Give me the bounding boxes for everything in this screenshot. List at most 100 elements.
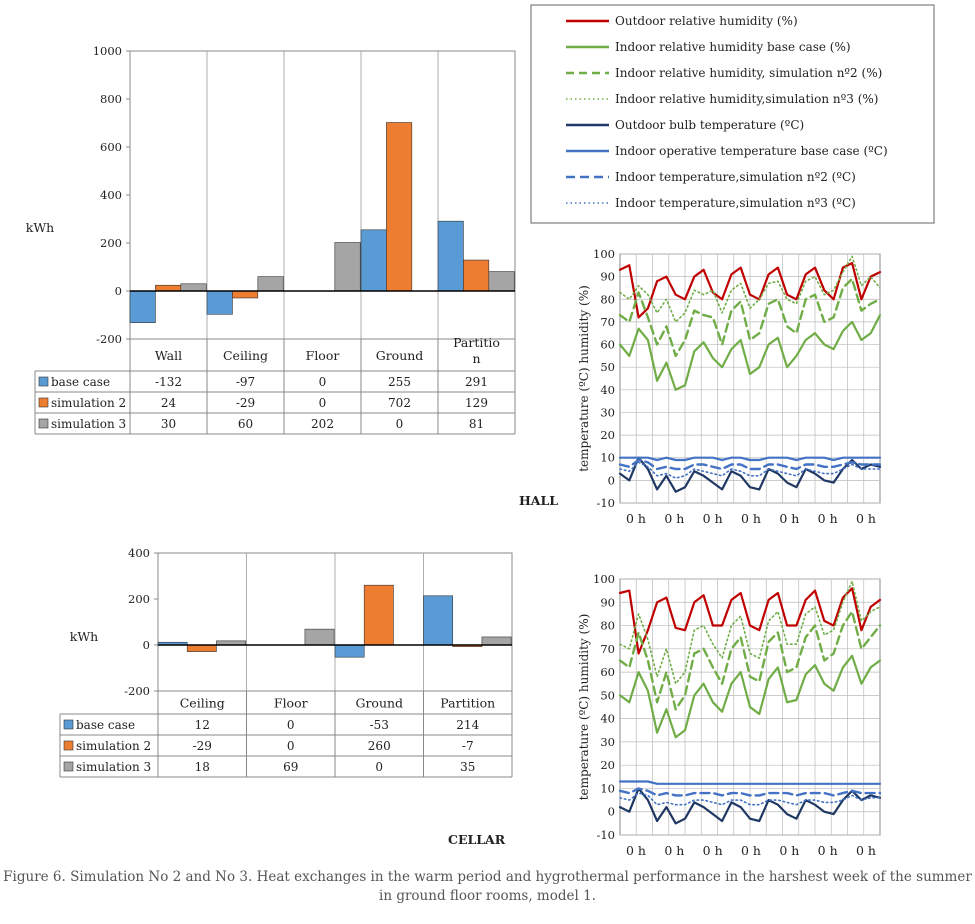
y-tick-label: 90 <box>600 270 615 284</box>
bar <box>334 644 365 658</box>
legend-entry: Indoor operative temperature base case (… <box>615 144 888 158</box>
series-line <box>619 792 881 806</box>
y-tick-label: 1000 <box>93 44 122 58</box>
series-line <box>619 461 881 479</box>
series-label: base case <box>51 375 110 389</box>
legend-entry: Indoor relative humidity base case (%) <box>615 40 851 54</box>
x-tick-label: 0 h <box>703 511 723 526</box>
legend-entry: Indoor temperature,simulation nº3 (ºC) <box>615 196 856 210</box>
y-tick-label: 30 <box>600 735 615 749</box>
bar <box>363 584 394 646</box>
x-tick-label: 0 h <box>818 511 838 526</box>
y-tick-label: 100 <box>593 247 615 261</box>
series-label: base case <box>76 718 135 732</box>
y-tick-label: 60 <box>600 665 615 679</box>
category-label: Ground <box>355 696 403 711</box>
legend-swatch <box>63 761 74 772</box>
series-label: simulation 2 <box>51 396 126 410</box>
table-value: 202 <box>311 417 334 431</box>
legend-swatch <box>38 418 49 429</box>
y-tick-label: 70 <box>600 315 615 329</box>
table-value: 24 <box>161 396 177 410</box>
series-line <box>618 458 882 471</box>
table-value: -7 <box>462 739 474 753</box>
y-tick-label: 70 <box>600 642 615 656</box>
y-tick-label: 10 <box>600 781 615 795</box>
y-tick-label: 30 <box>600 405 615 419</box>
y-tick-label: 0 <box>608 473 615 487</box>
table-value: 291 <box>465 375 488 389</box>
table-value: 260 <box>368 739 391 753</box>
table-value: 0 <box>287 718 295 732</box>
caption-line-2: in ground floor rooms, model 1. <box>379 888 596 904</box>
series-line <box>618 456 882 462</box>
legend-entry: Indoor relative humidity, simulation nº2… <box>615 66 882 80</box>
series-label: simulation 3 <box>51 417 126 431</box>
series-label: simulation 2 <box>76 739 151 753</box>
y-tick-label: 200 <box>128 592 150 606</box>
series-line <box>618 456 882 493</box>
bar <box>232 290 259 299</box>
category-label: Ground <box>376 348 424 363</box>
category-label: Ceiling <box>180 696 225 711</box>
y-tick-label: 80 <box>600 619 615 633</box>
legend-entry: Indoor relative humidity,simulation nº3 … <box>615 92 878 106</box>
y-tick-label: -200 <box>96 332 122 346</box>
bar <box>186 644 217 652</box>
series-label: simulation 3 <box>76 760 151 774</box>
figure-caption: Figure 6. Simulation No 2 and No 3. Heat… <box>0 868 975 906</box>
legend-swatch <box>38 376 49 387</box>
y-tick-label: 0 <box>143 638 150 652</box>
cellar-label: CELLAR <box>448 832 506 847</box>
bar <box>257 276 284 292</box>
category-label: Floor <box>274 696 308 711</box>
x-tick-label: 0 h <box>664 511 684 526</box>
y-tick-label: 80 <box>600 292 615 306</box>
x-tick-label: 0 h <box>779 843 799 858</box>
table-value: 0 <box>375 760 383 774</box>
table-value: -53 <box>370 718 389 732</box>
y-tick-label: 90 <box>600 595 615 609</box>
series-line <box>618 787 882 825</box>
series-line <box>618 277 882 358</box>
category-label: Partition <box>440 696 495 711</box>
y-axis-label: temperature (ºC) humidity (%) <box>577 285 591 472</box>
table-value: 60 <box>238 417 253 431</box>
y-tick-label: 20 <box>600 758 615 772</box>
table-value: 69 <box>283 760 298 774</box>
legend-box <box>530 4 935 224</box>
y-tick-label: -200 <box>124 684 150 698</box>
series-line <box>619 580 881 685</box>
series-line <box>618 654 882 739</box>
bar-plot-frame <box>129 50 516 340</box>
series-line <box>618 610 882 711</box>
y-tick-label: -10 <box>596 496 615 510</box>
y-tick-label: 0 <box>115 284 122 298</box>
table-value: 30 <box>161 417 176 431</box>
y-axis-label: kWh <box>26 220 54 235</box>
y-tick-label: 100 <box>593 572 615 586</box>
table-value: 0 <box>287 739 295 753</box>
x-tick-label: 0 h <box>856 511 876 526</box>
category-label: Floor <box>306 348 340 363</box>
bar <box>129 290 156 323</box>
table-value: 702 <box>388 396 411 410</box>
y-tick-label: 600 <box>100 140 122 154</box>
legend-swatch <box>38 397 49 408</box>
table-value: 81 <box>469 417 484 431</box>
table-value: 129 <box>465 396 488 410</box>
y-tick-label: 50 <box>600 688 615 702</box>
bar <box>304 628 335 646</box>
category-label: Wall <box>155 348 182 363</box>
bar <box>155 284 182 292</box>
y-axis-label: temperature (ºC) humidity (%) <box>577 614 591 801</box>
table-value: -132 <box>155 375 182 389</box>
x-tick-label: 0 h <box>856 843 876 858</box>
bar <box>437 220 464 292</box>
legend-swatch <box>63 740 74 751</box>
y-axis-label: kWh <box>70 629 98 644</box>
table-value: 255 <box>388 375 411 389</box>
table-value: 0 <box>396 417 404 431</box>
series-line <box>618 262 882 319</box>
